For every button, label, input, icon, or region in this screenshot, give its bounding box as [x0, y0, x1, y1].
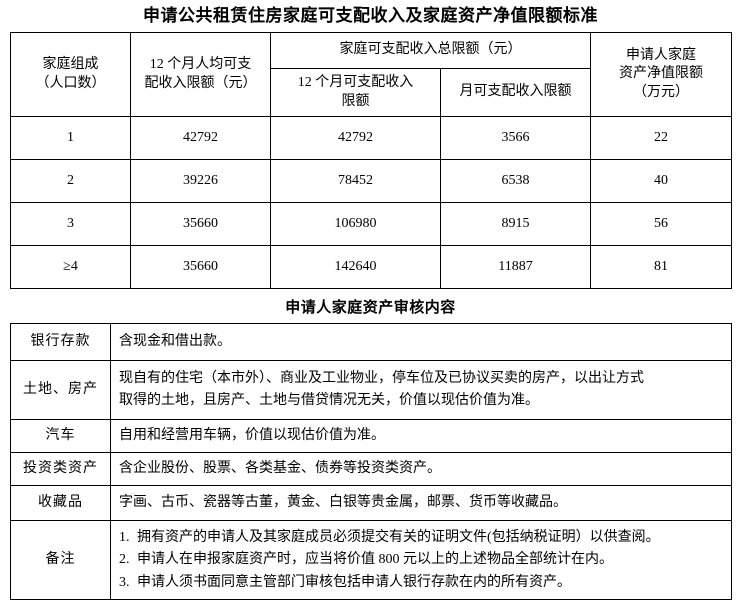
note-text: 申请人须书面同意主管部门审核包括申请人银行存款在内的所有资产。: [137, 574, 571, 590]
cell-per-capita-12m: 42792: [130, 116, 271, 161]
cell-asset-description: 现自有的住宅（本市外）、商业及工业物业，停车位及已协议买卖的房产，以出让方式 取…: [110, 360, 732, 421]
header-row-top: 家庭组成 （人口数） 12 个月人均可支 配收入限额（元） 家庭可支配收入总限额…: [10, 32, 732, 118]
header-per-capita-limit-line1: 12 个月人均可支: [149, 57, 252, 72]
cell-asset-category: 汽车: [10, 419, 111, 454]
table-row: 3 35660 106980 8915 56: [10, 202, 732, 247]
cell-family-size: ≥4: [10, 245, 131, 290]
cell-asset-category: 土地、房产: [10, 360, 111, 421]
cell-total-12m: 142640: [270, 245, 441, 290]
cell-notes-content: 1. 拥有资产的申请人及其家庭成员必须提交有关的证明文件(包括纳税证明）以供查阅。…: [110, 520, 732, 601]
header-net-asset-limit-line2: 资产净值限额: [619, 66, 703, 82]
header-family-composition-line2: （人口数）: [35, 75, 106, 91]
income-limits-table: 家庭组成 （人口数） 12 个月人均可支 配收入限额（元） 家庭可支配收入总限额…: [10, 32, 732, 290]
header-net-asset-limit-line1: 申请人家庭: [626, 47, 696, 63]
cell-per-capita-12m: 35660: [130, 202, 271, 247]
cell-family-size: 3: [10, 202, 131, 247]
header-per-capita-limit: 12 个月人均可支 配收入限额（元）: [130, 32, 271, 118]
header-family-composition: 家庭组成 （人口数）: [10, 32, 131, 118]
note-number: 2.: [119, 552, 130, 568]
cell-net-assets-wan: 40: [590, 159, 732, 204]
table-row-notes: 备注 1. 拥有资产的申请人及其家庭成员必须提交有关的证明文件(包括纳税证明）以供…: [10, 520, 732, 601]
table-row: 1 42792 42792 3566 22: [10, 116, 732, 161]
header-net-asset-limit: 申请人家庭 资产净值限额 （万元）: [590, 32, 732, 118]
cell-asset-category: 银行存款: [10, 323, 111, 362]
note-item: 2. 申请人在申报家庭资产时，应当将价值 800 元以上的上述物品全部统计在内。: [119, 549, 725, 571]
cell-notes-label: 备注: [10, 520, 111, 601]
header-net-asset-limit-line3: （万元）: [633, 85, 689, 101]
cell-total-monthly: 11887: [440, 245, 591, 290]
table-row: ≥4 35660 142640 11887 81: [10, 245, 732, 290]
asset-review-table: 银行存款 含现金和借出款。 土地、房产 现自有的住宅（本市外）、商业及工业物业，…: [10, 323, 732, 601]
description-line-2: 取得的土地，且房产、土地与借贷情况无关，价值以现估价值为准。: [119, 393, 539, 409]
table-row: 2 39226 78452 6538 40: [10, 159, 732, 204]
table-row: 土地、房产 现自有的住宅（本市外）、商业及工业物业，停车位及已协议买卖的房产，以…: [10, 360, 732, 421]
header-twelve-month-limit-line1: 12 个月可支配收入: [297, 74, 414, 90]
table-row: 投资类资产 含企业股份、股票、各类基金、债券等投资类资产。: [10, 452, 732, 487]
note-number: 1.: [119, 529, 130, 545]
cell-net-assets-wan: 81: [590, 245, 732, 290]
note-number: 3.: [119, 574, 130, 590]
income-table-wrapper: 家庭组成 （人口数） 12 个月人均可支 配收入限额（元） 家庭可支配收入总限额…: [0, 32, 741, 290]
description-line-1: 现自有的住宅（本市外）、商业及工业物业，停车位及已协议买卖的房产，以出让方式: [119, 371, 644, 386]
cell-asset-description: 含现金和借出款。: [110, 323, 732, 362]
header-row-bottom: 12 个月可支配收入 限额 月可支配收入限额: [11, 68, 732, 118]
cell-family-size: 2: [10, 159, 131, 204]
cell-asset-description: 自用和经营用车辆，价值以现估价值为准。: [110, 419, 732, 454]
cell-asset-description: 含企业股份、股票、各类基金、债券等投资类资产。: [110, 452, 732, 487]
cell-net-assets-wan: 22: [590, 116, 732, 161]
cell-total-monthly: 8915: [440, 202, 591, 247]
cell-total-monthly: 6538: [440, 159, 591, 204]
assets-table-wrapper: 银行存款 含现金和借出款。 土地、房产 现自有的住宅（本市外）、商业及工业物业，…: [0, 323, 741, 601]
assets-table-title: 申请人家庭资产审核内容: [285, 300, 456, 317]
cell-total-monthly: 3566: [440, 116, 591, 161]
header-family-composition-line1: 家庭组成: [42, 57, 99, 72]
header-twelve-month-limit: 12 个月可支配收入 限额: [270, 68, 441, 118]
cell-total-12m: 78452: [270, 159, 441, 204]
table-row: 银行存款 含现金和借出款。: [10, 323, 732, 362]
cell-asset-category: 收藏品: [10, 485, 111, 522]
header-twelve-month-limit-line2: 限额: [341, 93, 370, 109]
header-monthly-limit: 月可支配收入限额: [440, 68, 591, 118]
cell-asset-description: 字画、古币、瓷器等古董，黄金、白银等贵金属，邮票、货币等收藏品。: [110, 485, 732, 522]
cell-family-size: 1: [10, 116, 131, 161]
header-per-capita-limit-line2: 配收入限额（元）: [144, 75, 257, 91]
header-total-income-group: 家庭可支配收入总限额（元）: [270, 32, 591, 70]
cell-asset-category: 投资类资产: [10, 452, 111, 487]
income-table-header: 家庭组成 （人口数） 12 个月人均可支 配收入限额（元） 家庭可支配收入总限额…: [10, 32, 732, 118]
note-item: 1. 拥有资产的申请人及其家庭成员必须提交有关的证明文件(包括纳税证明）以供查阅。: [119, 527, 725, 549]
table-row: 收藏品 字画、古币、瓷器等古董，黄金、白银等贵金属，邮票、货币等收藏品。: [10, 485, 732, 522]
income-table-body: 1 42792 42792 3566 22 2 39226 78452 6538…: [10, 116, 732, 290]
note-text: 申请人在申报家庭资产时，应当将价值 800 元以上的上述物品全部统计在内。: [137, 552, 613, 568]
cell-per-capita-12m: 39226: [130, 159, 271, 204]
cell-net-assets-wan: 56: [590, 202, 732, 247]
assets-table-body: 银行存款 含现金和借出款。 土地、房产 现自有的住宅（本市外）、商业及工业物业，…: [10, 323, 732, 601]
cell-total-12m: 42792: [270, 116, 441, 161]
cell-per-capita-12m: 35660: [130, 245, 271, 290]
note-text: 拥有资产的申请人及其家庭成员必须提交有关的证明文件(包括纳税证明）以供查阅。: [137, 529, 660, 545]
cell-total-12m: 106980: [270, 202, 441, 247]
note-item: 3. 申请人须书面同意主管部门审核包括申请人银行存款在内的所有资产。: [119, 572, 725, 594]
table-row: 汽车 自用和经营用车辆，价值以现估价值为准。: [10, 419, 732, 454]
income-table-title: 申请公共租赁住房家庭可支配收入及家庭资产净值限额标准: [143, 6, 598, 25]
